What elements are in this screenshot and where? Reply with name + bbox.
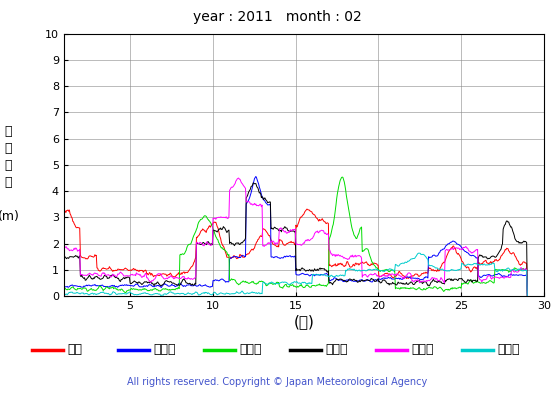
石廈崎: [212, 232, 219, 237]
松前: [60, 211, 67, 216]
経ヶ岸: [524, 293, 531, 298]
X-axis label: (日): (日): [294, 314, 314, 329]
Text: 江ノ島: 江ノ島: [153, 343, 175, 356]
経ヶ岸: [481, 255, 488, 260]
Line: 松前: 松前: [64, 209, 527, 296]
佐多岸: [416, 251, 422, 256]
江ノ島: [60, 284, 67, 289]
江ノ島: [212, 277, 219, 282]
Text: 佐多岸: 佐多岸: [497, 343, 519, 356]
Text: 有
義
波
高

(m): 有 義 波 高 (m): [0, 125, 19, 223]
石廈崎: [74, 288, 80, 292]
Text: 松前: 松前: [67, 343, 82, 356]
石廈崎: [60, 285, 67, 290]
石廈崎: [481, 280, 488, 285]
石廈崎: [524, 293, 531, 298]
石廈崎: [451, 285, 458, 290]
経ヶ岸: [451, 277, 458, 282]
松前: [451, 246, 458, 251]
佐多岸: [481, 261, 488, 266]
Line: 経ヶ岸: 経ヶ岸: [64, 183, 527, 296]
江ノ島: [524, 293, 531, 298]
松前: [524, 294, 531, 299]
福江島: [235, 176, 242, 181]
佐多岸: [74, 290, 80, 295]
石廈崎: [184, 244, 191, 248]
佐多岸: [60, 291, 67, 296]
石廈崎: [136, 288, 143, 292]
佐多岸: [184, 291, 191, 296]
Text: All rights reserved. Copyright © Japan Meteorological Agency: All rights reserved. Copyright © Japan M…: [128, 377, 427, 387]
佐多岸: [524, 294, 531, 299]
福江島: [184, 276, 191, 281]
福江島: [524, 294, 531, 299]
経ヶ岸: [212, 229, 219, 233]
福江島: [136, 272, 143, 276]
Text: 福江島: 福江島: [411, 343, 433, 356]
Text: 経ヶ岸: 経ヶ岸: [325, 343, 347, 356]
Text: year : 2011   month : 02: year : 2011 month : 02: [193, 10, 362, 24]
江ノ島: [136, 284, 143, 289]
江ノ島: [481, 273, 488, 278]
福江島: [212, 216, 219, 220]
松前: [136, 269, 143, 274]
福江島: [481, 277, 488, 282]
江ノ島: [184, 283, 191, 288]
松前: [304, 207, 310, 211]
佐多岸: [212, 290, 219, 295]
松前: [212, 220, 219, 225]
Line: 石廈崎: 石廈崎: [64, 177, 527, 295]
経ヶ岸: [250, 181, 256, 185]
Line: 江ノ島: 江ノ島: [64, 177, 527, 295]
松前: [74, 226, 80, 230]
Text: 石廈崎: 石廈崎: [239, 343, 261, 356]
経ヶ岸: [60, 255, 67, 260]
Line: 福江島: 福江島: [64, 178, 527, 296]
経ヶ岸: [184, 281, 191, 286]
佐多岸: [451, 268, 458, 273]
松前: [481, 259, 488, 263]
経ヶ岸: [74, 254, 80, 258]
Line: 佐多岸: 佐多岸: [64, 253, 527, 296]
福江島: [60, 245, 67, 250]
江ノ島: [451, 239, 458, 244]
福江島: [74, 247, 80, 252]
石廈崎: [339, 175, 346, 179]
江ノ島: [74, 284, 80, 288]
福江島: [451, 246, 458, 250]
経ヶ岸: [136, 280, 143, 284]
松前: [184, 270, 191, 275]
佐多岸: [136, 292, 143, 297]
江ノ島: [253, 174, 259, 179]
